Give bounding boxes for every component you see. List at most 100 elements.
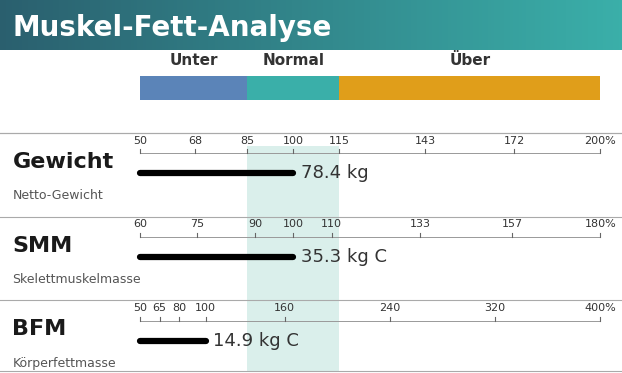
Bar bbox=[248, 145, 340, 372]
Bar bbox=[379, 0, 383, 50]
Text: 180%: 180% bbox=[584, 219, 616, 229]
Text: SMM: SMM bbox=[12, 236, 73, 256]
Bar bbox=[364, 0, 367, 50]
Bar bbox=[578, 0, 582, 50]
Bar bbox=[473, 0, 476, 50]
Bar bbox=[90, 0, 93, 50]
Bar bbox=[479, 0, 482, 50]
Bar bbox=[311, 0, 314, 50]
Bar bbox=[526, 0, 529, 50]
Text: 35.3 kg C: 35.3 kg C bbox=[301, 248, 387, 266]
Bar bbox=[395, 0, 398, 50]
Bar bbox=[613, 0, 616, 50]
Bar bbox=[358, 0, 361, 50]
Text: 133: 133 bbox=[409, 219, 430, 229]
Bar bbox=[143, 0, 146, 50]
Bar bbox=[81, 0, 84, 50]
Bar bbox=[470, 0, 473, 50]
Bar bbox=[75, 0, 78, 50]
Bar bbox=[414, 0, 417, 50]
Bar bbox=[202, 0, 205, 50]
Bar bbox=[246, 0, 249, 50]
Bar bbox=[128, 0, 131, 50]
Bar bbox=[50, 0, 53, 50]
Bar bbox=[249, 0, 252, 50]
Bar bbox=[451, 0, 454, 50]
Text: Skelettmuskelmasse: Skelettmuskelmasse bbox=[12, 273, 141, 286]
Bar bbox=[320, 0, 323, 50]
Bar bbox=[575, 0, 578, 50]
Bar bbox=[149, 0, 152, 50]
Bar bbox=[504, 0, 507, 50]
Bar bbox=[16, 0, 19, 50]
Bar bbox=[47, 0, 50, 50]
Bar bbox=[498, 0, 501, 50]
Bar bbox=[12, 0, 16, 50]
Bar bbox=[224, 0, 227, 50]
Bar bbox=[180, 0, 183, 50]
Bar bbox=[507, 0, 510, 50]
Bar bbox=[236, 0, 239, 50]
Bar bbox=[118, 0, 121, 50]
Text: 60: 60 bbox=[133, 219, 147, 229]
Bar bbox=[243, 0, 246, 50]
Bar bbox=[267, 0, 271, 50]
Bar bbox=[106, 0, 109, 50]
Bar bbox=[454, 0, 457, 50]
Bar bbox=[156, 0, 159, 50]
Bar bbox=[510, 0, 513, 50]
Text: Unter: Unter bbox=[169, 53, 218, 68]
Bar bbox=[205, 0, 208, 50]
Bar bbox=[550, 0, 554, 50]
Bar bbox=[3, 0, 6, 50]
Bar bbox=[501, 0, 504, 50]
Bar bbox=[218, 0, 221, 50]
Text: 65: 65 bbox=[152, 303, 167, 313]
Bar bbox=[283, 0, 286, 50]
Bar bbox=[463, 0, 466, 50]
Text: 50: 50 bbox=[133, 135, 147, 145]
Bar bbox=[177, 0, 180, 50]
Bar bbox=[124, 0, 128, 50]
Bar bbox=[466, 0, 470, 50]
Bar bbox=[25, 0, 28, 50]
Bar bbox=[345, 0, 348, 50]
Bar bbox=[588, 0, 591, 50]
Bar bbox=[112, 0, 115, 50]
Bar bbox=[252, 0, 255, 50]
Text: Gewicht: Gewicht bbox=[12, 152, 114, 172]
Bar bbox=[56, 0, 59, 50]
Bar bbox=[351, 0, 355, 50]
Bar bbox=[295, 0, 299, 50]
Bar bbox=[44, 0, 47, 50]
Bar bbox=[491, 0, 494, 50]
Text: 50: 50 bbox=[133, 303, 147, 313]
Bar bbox=[96, 0, 100, 50]
Bar bbox=[190, 0, 193, 50]
Bar bbox=[9, 0, 12, 50]
Bar bbox=[62, 0, 65, 50]
Bar bbox=[137, 0, 140, 50]
Text: Netto-Gewicht: Netto-Gewicht bbox=[12, 189, 103, 202]
Bar bbox=[560, 0, 563, 50]
Bar bbox=[333, 0, 336, 50]
Bar bbox=[199, 0, 202, 50]
Bar bbox=[547, 0, 550, 50]
Bar bbox=[40, 0, 44, 50]
Bar bbox=[28, 0, 31, 50]
Bar bbox=[411, 0, 414, 50]
Bar bbox=[6, 0, 9, 50]
Bar bbox=[476, 0, 479, 50]
Bar bbox=[585, 0, 588, 50]
Bar bbox=[342, 0, 345, 50]
Bar bbox=[457, 0, 460, 50]
Bar bbox=[230, 0, 233, 50]
Bar bbox=[131, 0, 134, 50]
Bar bbox=[488, 0, 491, 50]
Text: 143: 143 bbox=[415, 135, 436, 145]
Bar bbox=[121, 0, 124, 50]
Bar bbox=[417, 0, 420, 50]
Bar bbox=[286, 0, 289, 50]
Bar bbox=[248, 76, 340, 100]
Bar bbox=[494, 0, 498, 50]
